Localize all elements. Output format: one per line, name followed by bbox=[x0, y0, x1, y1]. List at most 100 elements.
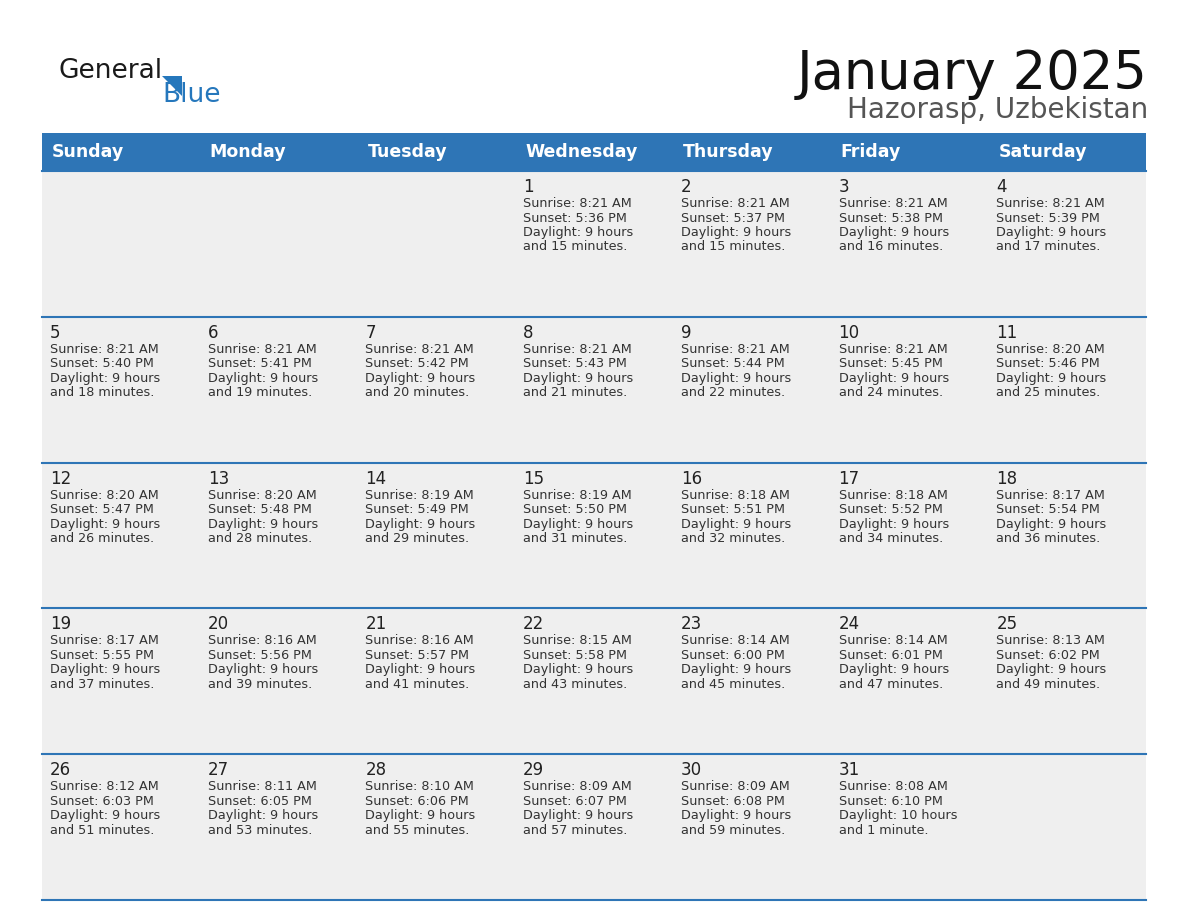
Text: and 45 minutes.: and 45 minutes. bbox=[681, 677, 785, 691]
Text: and 22 minutes.: and 22 minutes. bbox=[681, 386, 785, 399]
Text: Tuesday: Tuesday bbox=[367, 143, 447, 161]
Text: Daylight: 9 hours: Daylight: 9 hours bbox=[523, 809, 633, 823]
Text: and 47 minutes.: and 47 minutes. bbox=[839, 677, 943, 691]
Text: Sunrise: 8:20 AM: Sunrise: 8:20 AM bbox=[208, 488, 316, 501]
Text: Daylight: 9 hours: Daylight: 9 hours bbox=[997, 664, 1106, 677]
Text: Daylight: 9 hours: Daylight: 9 hours bbox=[681, 518, 791, 531]
Text: 22: 22 bbox=[523, 615, 544, 633]
Text: Friday: Friday bbox=[841, 143, 901, 161]
Text: Sunset: 5:38 PM: Sunset: 5:38 PM bbox=[839, 211, 942, 225]
Text: and 32 minutes.: and 32 minutes. bbox=[681, 532, 785, 545]
Text: 16: 16 bbox=[681, 470, 702, 487]
Text: Sunset: 5:47 PM: Sunset: 5:47 PM bbox=[50, 503, 154, 516]
Text: and 26 minutes.: and 26 minutes. bbox=[50, 532, 154, 545]
Text: Sunrise: 8:21 AM: Sunrise: 8:21 AM bbox=[839, 342, 947, 356]
Text: Sunrise: 8:19 AM: Sunrise: 8:19 AM bbox=[366, 488, 474, 501]
Text: Daylight: 9 hours: Daylight: 9 hours bbox=[366, 372, 475, 385]
Bar bbox=[42, 755, 1146, 900]
Text: 27: 27 bbox=[208, 761, 229, 779]
Text: Sunrise: 8:17 AM: Sunrise: 8:17 AM bbox=[50, 634, 159, 647]
Text: 18: 18 bbox=[997, 470, 1017, 487]
Text: 9: 9 bbox=[681, 324, 691, 341]
Text: and 36 minutes.: and 36 minutes. bbox=[997, 532, 1100, 545]
Text: 19: 19 bbox=[50, 615, 71, 633]
Text: 26: 26 bbox=[50, 761, 71, 779]
Text: 2: 2 bbox=[681, 178, 691, 196]
Text: Sunrise: 8:21 AM: Sunrise: 8:21 AM bbox=[523, 197, 632, 210]
Text: Daylight: 10 hours: Daylight: 10 hours bbox=[839, 809, 958, 823]
Text: and 25 minutes.: and 25 minutes. bbox=[997, 386, 1100, 399]
Text: 12: 12 bbox=[50, 470, 71, 487]
Text: Sunrise: 8:09 AM: Sunrise: 8:09 AM bbox=[523, 780, 632, 793]
Text: Sunset: 5:52 PM: Sunset: 5:52 PM bbox=[839, 503, 942, 516]
Text: General: General bbox=[58, 58, 162, 84]
Text: 7: 7 bbox=[366, 324, 375, 341]
Text: Sunset: 6:06 PM: Sunset: 6:06 PM bbox=[366, 795, 469, 808]
Text: and 37 minutes.: and 37 minutes. bbox=[50, 677, 154, 691]
Text: Sunrise: 8:11 AM: Sunrise: 8:11 AM bbox=[208, 780, 316, 793]
Text: Daylight: 9 hours: Daylight: 9 hours bbox=[50, 518, 160, 531]
Text: Sunday: Sunday bbox=[52, 143, 125, 161]
Text: Daylight: 9 hours: Daylight: 9 hours bbox=[50, 372, 160, 385]
Text: Sunrise: 8:21 AM: Sunrise: 8:21 AM bbox=[523, 342, 632, 356]
Text: Daylight: 9 hours: Daylight: 9 hours bbox=[839, 372, 949, 385]
Text: and 28 minutes.: and 28 minutes. bbox=[208, 532, 312, 545]
Text: Sunset: 5:44 PM: Sunset: 5:44 PM bbox=[681, 357, 784, 370]
Text: Sunset: 5:49 PM: Sunset: 5:49 PM bbox=[366, 503, 469, 516]
Text: Sunrise: 8:16 AM: Sunrise: 8:16 AM bbox=[366, 634, 474, 647]
Text: Sunset: 5:36 PM: Sunset: 5:36 PM bbox=[523, 211, 627, 225]
Text: Daylight: 9 hours: Daylight: 9 hours bbox=[681, 664, 791, 677]
Text: Sunrise: 8:13 AM: Sunrise: 8:13 AM bbox=[997, 634, 1105, 647]
Text: 15: 15 bbox=[523, 470, 544, 487]
Text: and 1 minute.: and 1 minute. bbox=[839, 823, 928, 836]
Text: 28: 28 bbox=[366, 761, 386, 779]
Text: Daylight: 9 hours: Daylight: 9 hours bbox=[681, 809, 791, 823]
Text: 31: 31 bbox=[839, 761, 860, 779]
Text: Sunset: 5:43 PM: Sunset: 5:43 PM bbox=[523, 357, 627, 370]
Text: 25: 25 bbox=[997, 615, 1017, 633]
Text: 1: 1 bbox=[523, 178, 533, 196]
Text: Sunset: 6:10 PM: Sunset: 6:10 PM bbox=[839, 795, 942, 808]
Bar bbox=[42, 133, 1146, 171]
Text: and 43 minutes.: and 43 minutes. bbox=[523, 677, 627, 691]
Text: Daylight: 9 hours: Daylight: 9 hours bbox=[366, 809, 475, 823]
Text: and 34 minutes.: and 34 minutes. bbox=[839, 532, 943, 545]
Bar bbox=[42, 463, 1146, 609]
Text: Sunrise: 8:15 AM: Sunrise: 8:15 AM bbox=[523, 634, 632, 647]
Text: and 55 minutes.: and 55 minutes. bbox=[366, 823, 469, 836]
Text: Sunrise: 8:21 AM: Sunrise: 8:21 AM bbox=[366, 342, 474, 356]
Text: Daylight: 9 hours: Daylight: 9 hours bbox=[366, 664, 475, 677]
Text: Sunset: 5:54 PM: Sunset: 5:54 PM bbox=[997, 503, 1100, 516]
Text: Daylight: 9 hours: Daylight: 9 hours bbox=[208, 809, 318, 823]
Text: 8: 8 bbox=[523, 324, 533, 341]
Text: Sunset: 5:57 PM: Sunset: 5:57 PM bbox=[366, 649, 469, 662]
Text: Sunset: 6:00 PM: Sunset: 6:00 PM bbox=[681, 649, 785, 662]
Text: Sunrise: 8:08 AM: Sunrise: 8:08 AM bbox=[839, 780, 948, 793]
Text: Sunset: 5:48 PM: Sunset: 5:48 PM bbox=[208, 503, 311, 516]
Text: and 57 minutes.: and 57 minutes. bbox=[523, 823, 627, 836]
Text: Sunrise: 8:09 AM: Sunrise: 8:09 AM bbox=[681, 780, 790, 793]
Text: Daylight: 9 hours: Daylight: 9 hours bbox=[523, 518, 633, 531]
Text: and 24 minutes.: and 24 minutes. bbox=[839, 386, 943, 399]
Text: Thursday: Thursday bbox=[683, 143, 773, 161]
Text: Sunrise: 8:21 AM: Sunrise: 8:21 AM bbox=[208, 342, 316, 356]
Bar bbox=[42, 317, 1146, 463]
Text: 24: 24 bbox=[839, 615, 860, 633]
Text: Sunrise: 8:18 AM: Sunrise: 8:18 AM bbox=[681, 488, 790, 501]
Text: 30: 30 bbox=[681, 761, 702, 779]
Text: Sunset: 6:01 PM: Sunset: 6:01 PM bbox=[839, 649, 942, 662]
Polygon shape bbox=[162, 76, 182, 96]
Text: Sunrise: 8:21 AM: Sunrise: 8:21 AM bbox=[50, 342, 159, 356]
Text: and 49 minutes.: and 49 minutes. bbox=[997, 677, 1100, 691]
Text: Sunrise: 8:20 AM: Sunrise: 8:20 AM bbox=[997, 342, 1105, 356]
Text: Sunrise: 8:14 AM: Sunrise: 8:14 AM bbox=[681, 634, 790, 647]
Text: Sunrise: 8:12 AM: Sunrise: 8:12 AM bbox=[50, 780, 159, 793]
Text: Sunset: 5:37 PM: Sunset: 5:37 PM bbox=[681, 211, 785, 225]
Text: 3: 3 bbox=[839, 178, 849, 196]
Text: Sunset: 5:39 PM: Sunset: 5:39 PM bbox=[997, 211, 1100, 225]
Text: 23: 23 bbox=[681, 615, 702, 633]
Text: Blue: Blue bbox=[162, 82, 221, 108]
Text: Sunset: 5:45 PM: Sunset: 5:45 PM bbox=[839, 357, 942, 370]
Text: January 2025: January 2025 bbox=[797, 48, 1148, 100]
Text: and 16 minutes.: and 16 minutes. bbox=[839, 241, 943, 253]
